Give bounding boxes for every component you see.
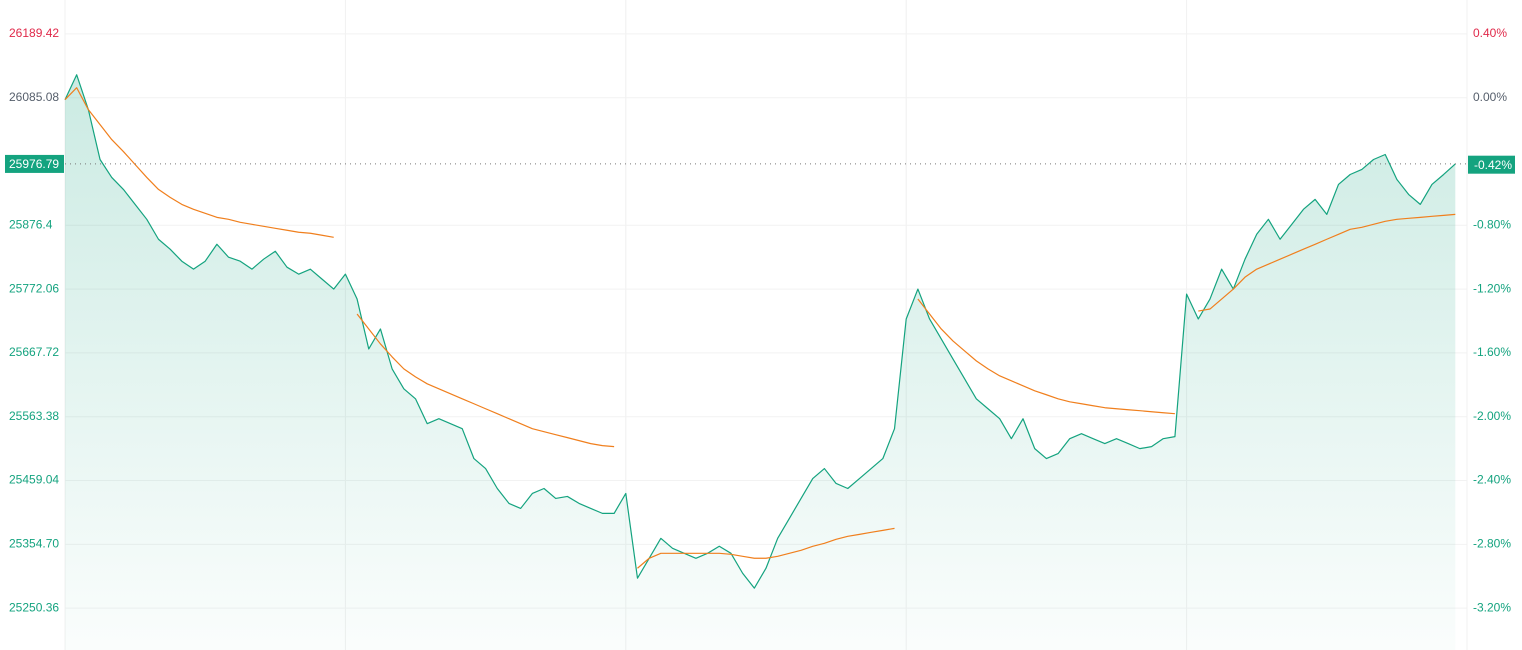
- area: [65, 74, 1456, 650]
- last-change-badge: [1468, 155, 1515, 174]
- y-tick-label: 25459.04: [9, 473, 59, 487]
- y-tick-label: 25976.79: [9, 157, 59, 171]
- y-tick-label: 26189.42: [9, 26, 59, 40]
- y2-tick-label: -0.80%: [1473, 217, 1511, 231]
- line: [64, 74, 1456, 589]
- y-tick-label: 26085.08: [9, 90, 59, 104]
- y-tick-label: 25667.72: [9, 345, 59, 359]
- last-price-badge: [5, 154, 64, 173]
- y-tick-label: 25876.4: [9, 217, 53, 231]
- line: [64, 87, 334, 238]
- line: [637, 527, 895, 569]
- y2-tick-label: -1.60%: [1473, 345, 1511, 359]
- y2-tick-label: -0.42%: [1474, 158, 1512, 172]
- y-tick-label: 25250.36: [9, 600, 59, 614]
- y2-tick-label: -1.20%: [1473, 281, 1511, 295]
- y2-tick-label: -2.00%: [1473, 409, 1511, 423]
- y-tick-label: 25772.06: [9, 281, 59, 295]
- y2-tick-label: 0.00%: [1473, 90, 1507, 104]
- y2-tick-label: -2.80%: [1473, 536, 1511, 550]
- line: [917, 298, 1175, 415]
- line: [1198, 213, 1456, 312]
- y-tick-label: 25563.38: [9, 409, 59, 423]
- y2-tick-label: 0.40%: [1473, 26, 1507, 40]
- line: [356, 313, 615, 448]
- y-tick-label: 25354.70: [9, 536, 59, 550]
- y2-tick-label: -2.40%: [1473, 473, 1511, 487]
- y2-tick-label: -3.20%: [1473, 600, 1511, 614]
